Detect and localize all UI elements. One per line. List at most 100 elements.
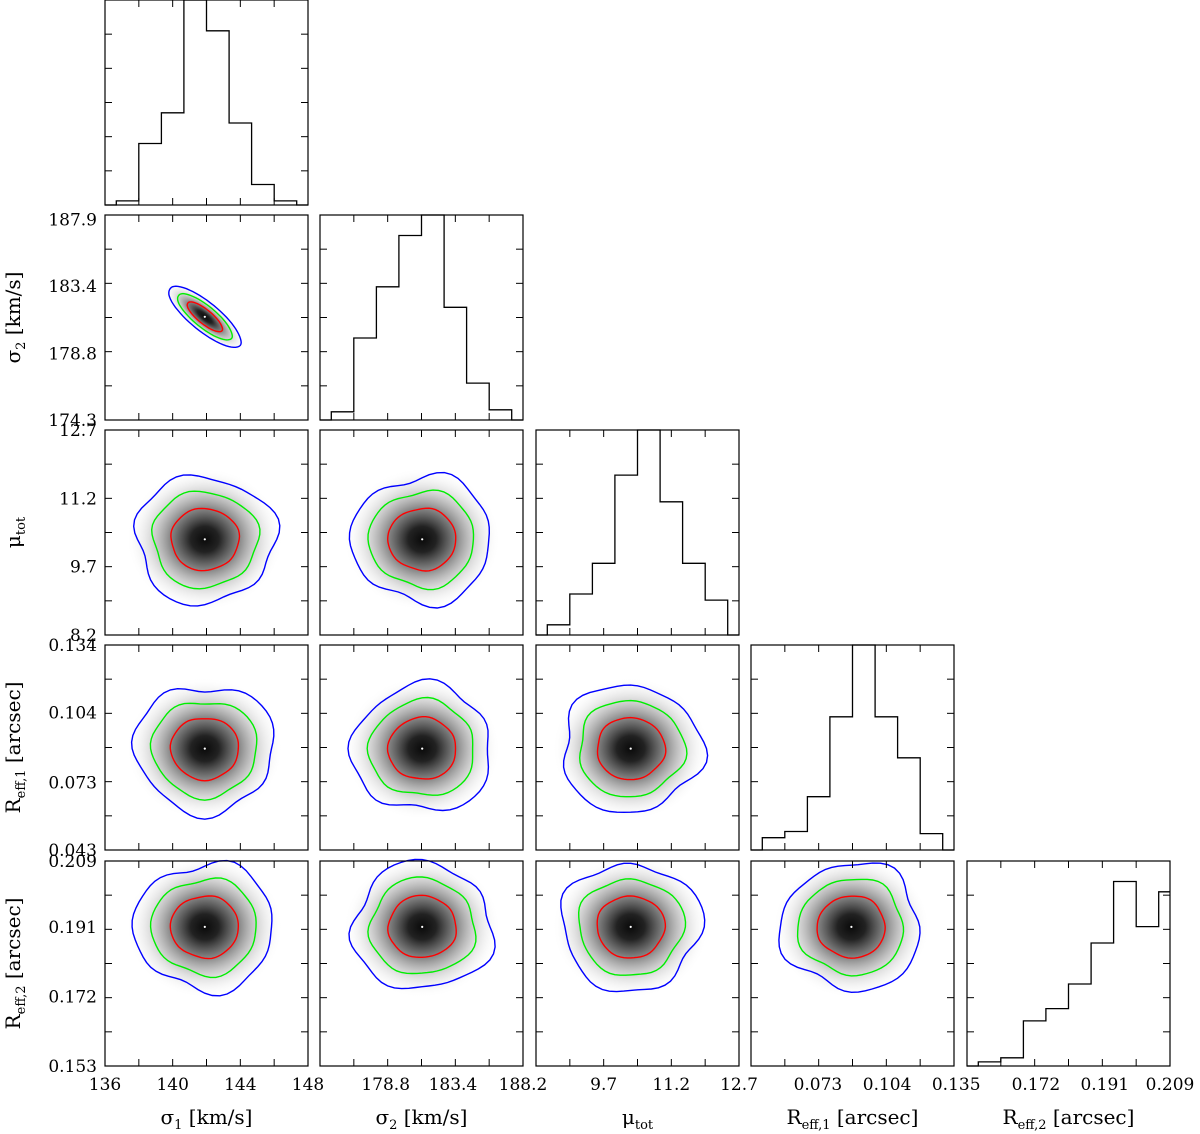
x-tick-label: 183.4 (429, 1075, 478, 1095)
y-tick-label: 187.9 (48, 210, 97, 230)
panel-sigma2-sigma2 (319, 214, 524, 421)
x-axis-label-sigma2: σ2 [km/s] (376, 1105, 468, 1133)
y-axis-label-reff1: Reff,1 [arcsec] (1, 682, 29, 814)
x-tick-label: 136 (89, 1075, 121, 1095)
panel-sigma1-sigma2: 174.3 178.8 183.4 187.9 (48, 210, 309, 431)
contour-2-sigma-mu_tot-reff1 (578, 699, 688, 798)
y-tick-label: 0.153 (48, 1057, 97, 1077)
panel-reff1-reff2: 0.073 0.104 0.135 (750, 855, 981, 1095)
panel-sigma1-mu_tot: 8.2 9.7 11.2 12.7 (59, 421, 309, 646)
histogram-sigma1 (105, 0, 308, 206)
histogram-reff2 (967, 880, 1170, 1067)
x-tick-label: 0.191 (1080, 1075, 1129, 1095)
x-axis-label-sigma1: σ1 [km/s] (161, 1105, 253, 1133)
x-axis-label-reff2: Reff,2 [arcsec] (1003, 1105, 1135, 1133)
panel-sigma1-sigma1 (104, 0, 309, 206)
best-fit-point (203, 315, 206, 318)
y-tick-label: 178.8 (48, 345, 97, 365)
contour-3-sigma-sigma2-reff1 (347, 678, 490, 812)
panel-mu_tot-reff2: 9.7 11.2 12.7 (535, 855, 758, 1095)
contour-2-sigma-sigma1-mu_tot (150, 490, 261, 590)
contour-1-sigma-mu_tot-reff2 (596, 895, 667, 959)
panel-sigma2-mu_tot (319, 429, 524, 636)
x-tick-label: 12.7 (720, 1075, 758, 1095)
y-tick-label: 174.3 (48, 411, 97, 431)
contour-1-sigma-reff1-reff2 (816, 895, 886, 959)
contour-3-sigma-sigma1-sigma2 (168, 285, 242, 348)
contour-1-sigma-sigma1-reff1 (169, 718, 240, 782)
panel-reff1-reff1 (750, 644, 955, 851)
contour-2-sigma-sigma2-reff1 (366, 696, 474, 796)
contour-3-sigma-mu_tot-reff2 (560, 862, 706, 993)
panel-mu_tot-mu_tot (535, 429, 740, 636)
contour-2-sigma-sigma1-reff2 (149, 877, 257, 979)
best-fit-point (629, 925, 632, 929)
histogram-mu_tot (536, 429, 739, 636)
contour-3-sigma-sigma2-reff2 (348, 858, 496, 990)
x-tick-label: 144 (224, 1075, 256, 1095)
x-tick-label: 0.172 (1012, 1075, 1061, 1095)
contour-3-sigma-sigma1-reff1 (130, 687, 275, 820)
contour-1-sigma-sigma1-mu_tot (170, 507, 241, 572)
y-tick-label: 0.073 (48, 773, 97, 793)
best-fit-point (421, 747, 424, 750)
contour-3-sigma-mu_tot-reff1 (562, 684, 709, 814)
panel-sigma1-reff1: 0.043 0.073 0.104 0.134 (48, 636, 309, 861)
x-tick-label: 0.135 (932, 1075, 981, 1095)
y-tick-label: 0.191 (48, 918, 97, 938)
y-tick-label: 9.7 (70, 558, 97, 578)
y-tick-label: 0.172 (48, 987, 97, 1007)
panel-frame (966, 860, 1171, 1067)
contour-2-sigma-sigma2-reff2 (367, 876, 477, 975)
histogram-sigma2 (320, 214, 523, 421)
x-tick-label: 0.104 (863, 1075, 912, 1095)
panel-mu_tot-reff1 (535, 644, 740, 851)
x-tick-label: 188.2 (499, 1075, 548, 1095)
contour-1-sigma-sigma1-reff2 (169, 895, 239, 960)
panel-sigma1-reff2: 0.153 0.172 0.191 0.209 136 140 144 148 (48, 852, 324, 1095)
panel-sigma2-reff2: 178.8 183.4 188.2 (319, 855, 548, 1095)
x-tick-label: 11.2 (652, 1075, 690, 1095)
x-tick-label: 0.073 (794, 1075, 843, 1095)
y-axis-label-mu_tot: μtot (1, 516, 29, 548)
contour-3-sigma-sigma1-mu_tot (132, 474, 281, 607)
x-tick-label: 9.7 (590, 1075, 617, 1095)
y-tick-label: 11.2 (59, 489, 97, 509)
x-tick-label: 140 (156, 1075, 188, 1095)
contour-2-sigma-sigma1-reff1 (149, 702, 258, 801)
best-fit-point (629, 747, 632, 750)
y-tick-label: 0.104 (48, 704, 97, 724)
contour-2-sigma-sigma2-mu_tot (367, 489, 475, 591)
x-tick-label: 0.209 (1146, 1075, 1195, 1095)
best-fit-point (203, 538, 206, 541)
contour-1-sigma-mu_tot-reff1 (596, 716, 667, 781)
panel-frame (319, 214, 524, 421)
y-tick-label: 8.2 (70, 626, 97, 646)
x-axis-label-mu_tot: μtot (622, 1105, 654, 1133)
best-fit-point (850, 925, 853, 929)
best-fit-point (421, 925, 424, 929)
y-tick-label: 0.209 (48, 852, 97, 872)
contour-1-sigma-sigma2-reff1 (386, 716, 457, 780)
contour-2-sigma-reff1-reff2 (796, 878, 905, 977)
best-fit-point (203, 747, 206, 750)
best-fit-point (203, 925, 206, 929)
y-tick-label: 183.4 (48, 277, 97, 297)
panel-sigma2-reff1 (319, 644, 524, 851)
y-axis-label-sigma2: σ2 [km/s] (1, 272, 29, 364)
panel-reff2-reff2: 0.172 0.191 0.209 (966, 860, 1195, 1095)
x-tick-label: 148 (292, 1075, 324, 1095)
contour-3-sigma-sigma2-mu_tot (348, 471, 491, 609)
contour-1-sigma-sigma2-mu_tot (386, 507, 457, 572)
best-fit-point (421, 538, 424, 541)
histogram-reff1 (751, 644, 954, 851)
x-axis-label-reff1: Reff,1 [arcsec] (787, 1105, 919, 1133)
contour-2-sigma-mu_tot-reff2 (577, 878, 687, 976)
contour-3-sigma-sigma1-reff2 (131, 859, 273, 997)
y-tick-label: 12.7 (59, 421, 97, 441)
contour-1-sigma-sigma2-reff2 (387, 894, 457, 958)
contour-1-sigma-sigma1-sigma2 (186, 301, 224, 333)
x-tick-label: 178.8 (361, 1075, 410, 1095)
contour-2-sigma-sigma1-sigma2 (176, 292, 234, 341)
